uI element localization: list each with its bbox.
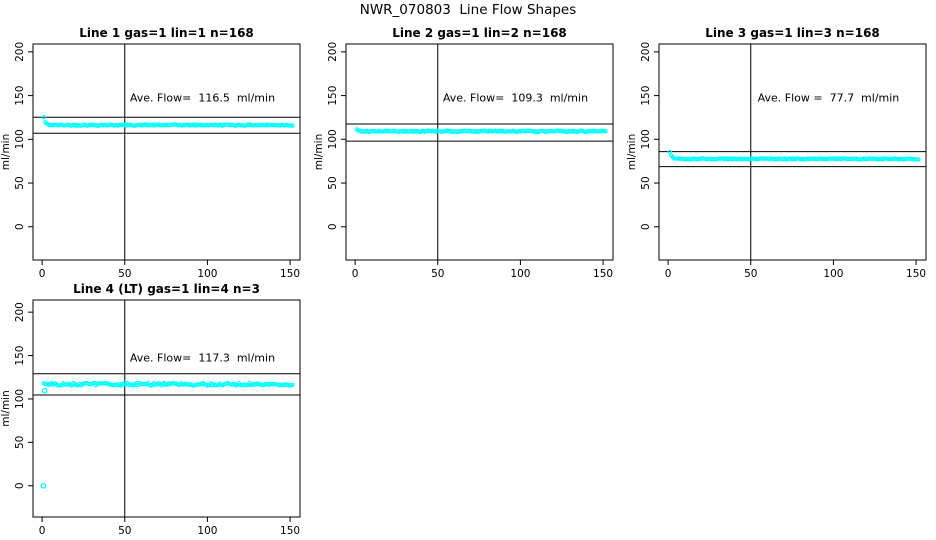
y-axis-label: ml/min <box>626 134 638 170</box>
data-points <box>40 380 295 489</box>
page-title: NWR_070803 Line Flow Shapes <box>359 2 577 18</box>
y-axis-label: ml/min <box>0 134 12 170</box>
x-tick-label: 50 <box>744 268 757 280</box>
y-axis-label: ml/min <box>313 134 325 170</box>
panel-line-4: 0 50 100 150 0 50 100 150 200 ml/min Line 4 (LT) g… <box>0 282 301 537</box>
y-tick-label: 150 <box>327 86 339 106</box>
x-tick-label: 0 <box>39 268 46 280</box>
ave-flow-annotation: Ave. Flow= 116.5 ml/min <box>130 91 275 104</box>
data-points <box>667 149 921 162</box>
y-tick-label: 200 <box>327 42 339 62</box>
y-tick-label: 0 <box>14 482 26 489</box>
y-tick-label: 0 <box>327 223 339 230</box>
data-point <box>41 115 46 120</box>
ave-flow-annotation: Ave. Flow= 109.3 ml/min <box>443 91 588 104</box>
y-tick-label: 150 <box>14 86 26 106</box>
panel-title: Line 2 gas=1 lin=2 n=168 <box>392 26 567 40</box>
x-tick-label: 0 <box>39 525 46 537</box>
y-tick-label: 100 <box>327 129 339 149</box>
y-tick-label: 150 <box>640 86 652 106</box>
x-tick-label: 0 <box>665 268 672 280</box>
panel-line-2: 0 50 100 150 0 50 100 150 200 ml/min Line 2 gas=1 … <box>313 26 614 280</box>
x-tick-label: 150 <box>280 525 300 537</box>
y-tick-label: 100 <box>14 129 26 149</box>
plot-box <box>345 43 614 261</box>
y-tick-label: 0 <box>640 223 652 230</box>
y-tick-label: 50 <box>14 436 26 449</box>
data-point <box>914 157 920 162</box>
x-tick-label: 100 <box>197 268 217 280</box>
x-tick-label: 50 <box>431 268 444 280</box>
data-point <box>667 149 672 155</box>
panel-title: Line 4 (LT) gas=1 lin=4 n=3 <box>73 282 260 296</box>
x-tick-label: 100 <box>510 268 530 280</box>
x-tick-label: 50 <box>118 268 131 280</box>
x-tick-label: 150 <box>906 268 926 280</box>
data-point <box>290 382 295 387</box>
plot-box <box>32 43 301 261</box>
y-tick-label: 100 <box>14 389 26 409</box>
plot-box <box>32 299 301 518</box>
y-tick-label: 200 <box>14 42 26 62</box>
x-tick-label: 50 <box>118 525 131 537</box>
y-tick-label: 100 <box>640 129 652 149</box>
x-tick-label: 100 <box>197 525 217 537</box>
data-point-outlier <box>40 482 47 489</box>
panel-line-1: 0 50 100 150 0 50 100 150 200 ml/min Line 1 gas=1 … <box>0 26 301 280</box>
x-tick-label: 150 <box>593 268 613 280</box>
y-tick-label: 50 <box>14 176 26 189</box>
y-tick-label: 50 <box>327 176 339 189</box>
data-point <box>290 123 295 128</box>
y-axis-label: ml/min <box>0 390 12 426</box>
x-tick-label: 100 <box>823 268 843 280</box>
y-tick-label: 0 <box>14 223 26 230</box>
y-tick-label: 200 <box>14 302 26 322</box>
ave-flow-annotation: Ave. Flow = 77.7 ml/min <box>758 91 900 104</box>
data-points <box>354 127 608 135</box>
y-tick-label: 50 <box>640 176 652 189</box>
x-tick-label: 150 <box>280 268 300 280</box>
data-point <box>603 129 608 134</box>
data-point-outlier <box>41 387 48 394</box>
panel-title: Line 1 gas=1 lin=1 n=168 <box>79 26 254 40</box>
ave-flow-annotation: Ave. Flow= 117.3 ml/min <box>130 351 275 364</box>
x-tick-label: 0 <box>352 268 359 280</box>
y-tick-label: 200 <box>640 42 652 62</box>
data-point <box>916 157 921 162</box>
y-tick-label: 150 <box>14 346 26 366</box>
data-points <box>41 115 295 128</box>
panel-line-3: 0 50 100 150 0 50 100 150 200 ml/min Line 3 gas=1 … <box>626 26 927 280</box>
panel-title: Line 3 gas=1 lin=3 n=168 <box>705 26 880 40</box>
